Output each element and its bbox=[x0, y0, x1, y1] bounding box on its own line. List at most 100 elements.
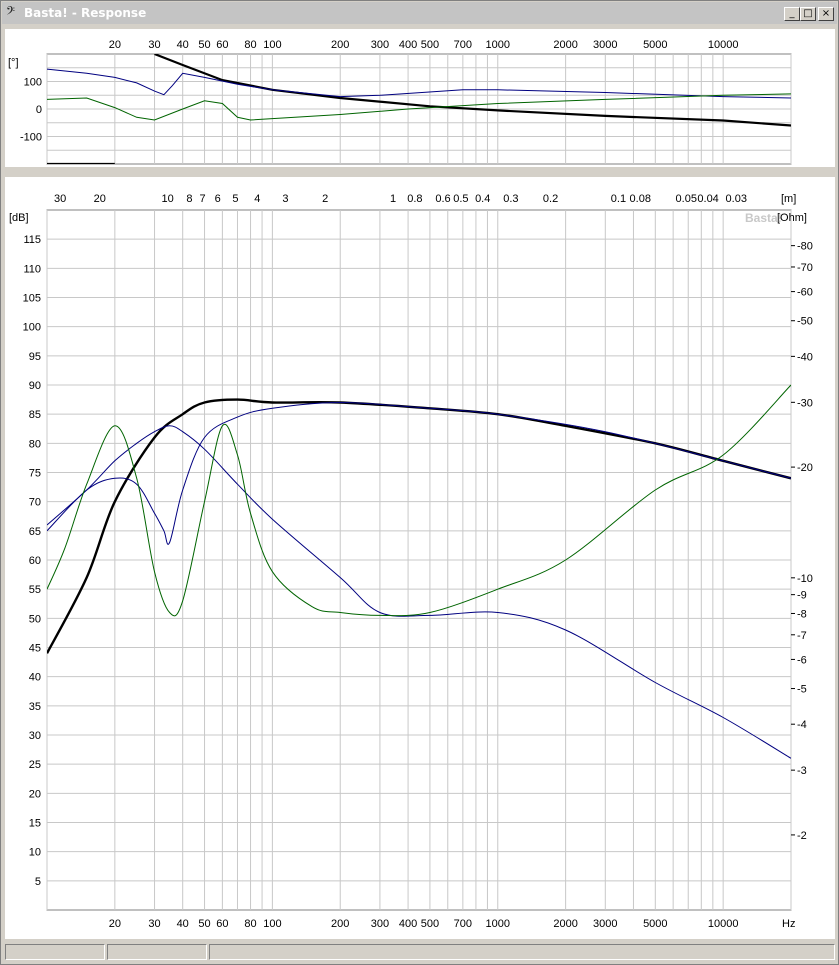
wavelength-tick: 0.05 bbox=[676, 193, 697, 205]
ohm-tick: -80 bbox=[797, 241, 813, 253]
spl-freq-tick: 30 bbox=[148, 918, 160, 930]
db-tick: 70 bbox=[29, 497, 41, 509]
wavelength-tick: 1 bbox=[390, 193, 396, 205]
wavelength-tick: 2 bbox=[322, 193, 328, 205]
wavelength-tick: 0.04 bbox=[697, 193, 718, 205]
maximize-button[interactable]: □ bbox=[800, 7, 816, 21]
status-cell-2 bbox=[107, 944, 207, 960]
phase-freq-tick: 300 bbox=[371, 39, 389, 51]
wavelength-tick: 6 bbox=[215, 193, 221, 205]
spl-freq-tick: 300 bbox=[371, 918, 389, 930]
ohm-tick: -7 bbox=[797, 630, 807, 642]
phase-freq-tick: 1000 bbox=[486, 39, 510, 51]
ohm-tick: -3 bbox=[797, 765, 807, 777]
phase-chart[interactable]: [°] 20 30 40 50 60 80 100 200 300 400 500 700 1000 20… bbox=[5, 29, 835, 167]
db-tick: 105 bbox=[23, 293, 41, 305]
minimize-button[interactable]: _ bbox=[784, 7, 800, 21]
ohm-tick: -60 bbox=[797, 287, 813, 299]
spl-freq-tick: 500 bbox=[421, 918, 439, 930]
db-tick: 80 bbox=[29, 438, 41, 450]
status-bar bbox=[3, 942, 837, 962]
phase-freq-tick: 40 bbox=[177, 39, 189, 51]
db-tick: 85 bbox=[29, 409, 41, 421]
spl-series-green-3 bbox=[47, 384, 791, 617]
spl-freq-tick: 1000 bbox=[486, 918, 510, 930]
db-tick: 65 bbox=[29, 526, 41, 538]
close-button[interactable]: × bbox=[818, 7, 834, 21]
spl-chart-panel[interactable]: [dB] [Ohm] [m] Hz Basta! 20 30 40 50 60 80 100… bbox=[5, 177, 835, 939]
wavelength-tick: 4 bbox=[254, 193, 260, 205]
phase-freq-tick: 500 bbox=[421, 39, 439, 51]
wavelength-tick: 0.5 bbox=[453, 193, 468, 205]
wavelength-tick: 3 bbox=[282, 193, 288, 205]
db-tick: 100 bbox=[23, 322, 41, 334]
status-cell-3 bbox=[209, 944, 835, 960]
title-bar[interactable]: 𝄢 Basta! - Response _ □ × bbox=[2, 2, 837, 24]
db-tick: 40 bbox=[29, 672, 41, 684]
ohm-tick: -10 bbox=[797, 573, 813, 585]
db-tick: 15 bbox=[29, 818, 41, 830]
wavelength-tick: 0.03 bbox=[726, 193, 747, 205]
phase-series-green bbox=[47, 93, 791, 121]
ohm-tick: -9 bbox=[797, 590, 807, 602]
phase-freq-tick: 10000 bbox=[708, 39, 739, 51]
spl-freq-tick: 100 bbox=[263, 918, 281, 930]
phase-freq-tick: 700 bbox=[454, 39, 472, 51]
ohm-tick: -4 bbox=[797, 719, 807, 731]
phase-freq-tick: 60 bbox=[216, 39, 228, 51]
wavelength-tick: 20 bbox=[94, 193, 106, 205]
db-tick: 50 bbox=[29, 613, 41, 625]
spl-freq-tick: 20 bbox=[109, 918, 121, 930]
spl-freq-tick: 10000 bbox=[708, 918, 739, 930]
phase-freq-tick: 200 bbox=[331, 39, 349, 51]
phase-freq-tick: 20 bbox=[109, 39, 121, 51]
wavelength-tick: 8 bbox=[186, 193, 192, 205]
window-title: Basta! - Response bbox=[24, 6, 147, 20]
phase-freq-tick: 5000 bbox=[643, 39, 667, 51]
wavelength-tick: 10 bbox=[162, 193, 174, 205]
db-tick: 5 bbox=[35, 876, 41, 888]
ohm-tick: -70 bbox=[797, 262, 813, 274]
spl-freq-tick: 40 bbox=[177, 918, 189, 930]
phase-freq-tick: 100 bbox=[263, 39, 281, 51]
ohm-unit-label: [Ohm] bbox=[777, 212, 807, 224]
db-tick: 110 bbox=[23, 263, 41, 275]
db-tick: 55 bbox=[29, 584, 41, 596]
phase-freq-tick: 80 bbox=[244, 39, 256, 51]
spl-freq-tick: 5000 bbox=[643, 918, 667, 930]
wavelength-tick: 0.8 bbox=[407, 193, 422, 205]
wavelength-tick: 0.4 bbox=[475, 193, 490, 205]
basta-watermark: Basta! bbox=[745, 211, 782, 225]
wavelength-tick: 0.1 bbox=[611, 193, 626, 205]
wavelength-tick: 7 bbox=[199, 193, 205, 205]
spl-freq-tick: 50 bbox=[198, 918, 210, 930]
phase-freq-tick: 2000 bbox=[553, 39, 577, 51]
db-unit-label: [dB] bbox=[9, 212, 29, 224]
ohm-tick: -20 bbox=[797, 462, 813, 474]
spl-freq-tick: 3000 bbox=[593, 918, 617, 930]
spl-freq-tick: 400 bbox=[399, 918, 417, 930]
phase-unit-label: [°] bbox=[8, 57, 19, 69]
spl-chart[interactable]: [dB] [Ohm] [m] Hz Basta! 20 30 40 50 60 80 100… bbox=[5, 177, 835, 939]
ohm-tick: -5 bbox=[797, 684, 807, 696]
spl-series-navy-1 bbox=[47, 425, 791, 759]
db-tick: 90 bbox=[29, 380, 41, 392]
ohm-tick: -8 bbox=[797, 608, 807, 620]
ohm-tick: -30 bbox=[797, 397, 813, 409]
spl-freq-tick: 60 bbox=[216, 918, 228, 930]
phase-y-tick: 0 bbox=[36, 104, 42, 116]
phase-series-navy bbox=[47, 68, 791, 99]
phase-y-tick: -100 bbox=[20, 132, 42, 144]
wavelength-tick: 0.08 bbox=[630, 193, 651, 205]
phase-chart-panel[interactable]: [°] 20 30 40 50 60 80 100 200 300 400 500 700 1000 20… bbox=[5, 29, 835, 167]
db-tick: 30 bbox=[29, 730, 41, 742]
wavelength-tick: 30 bbox=[54, 193, 66, 205]
wavelength-tick: 0.2 bbox=[543, 193, 558, 205]
spl-freq-tick: 80 bbox=[244, 918, 256, 930]
db-tick: 10 bbox=[29, 847, 41, 859]
wavelength-tick: 0.6 bbox=[435, 193, 450, 205]
status-cell-1 bbox=[5, 944, 105, 960]
db-tick: 25 bbox=[29, 759, 41, 771]
phase-freq-tick: 50 bbox=[198, 39, 210, 51]
